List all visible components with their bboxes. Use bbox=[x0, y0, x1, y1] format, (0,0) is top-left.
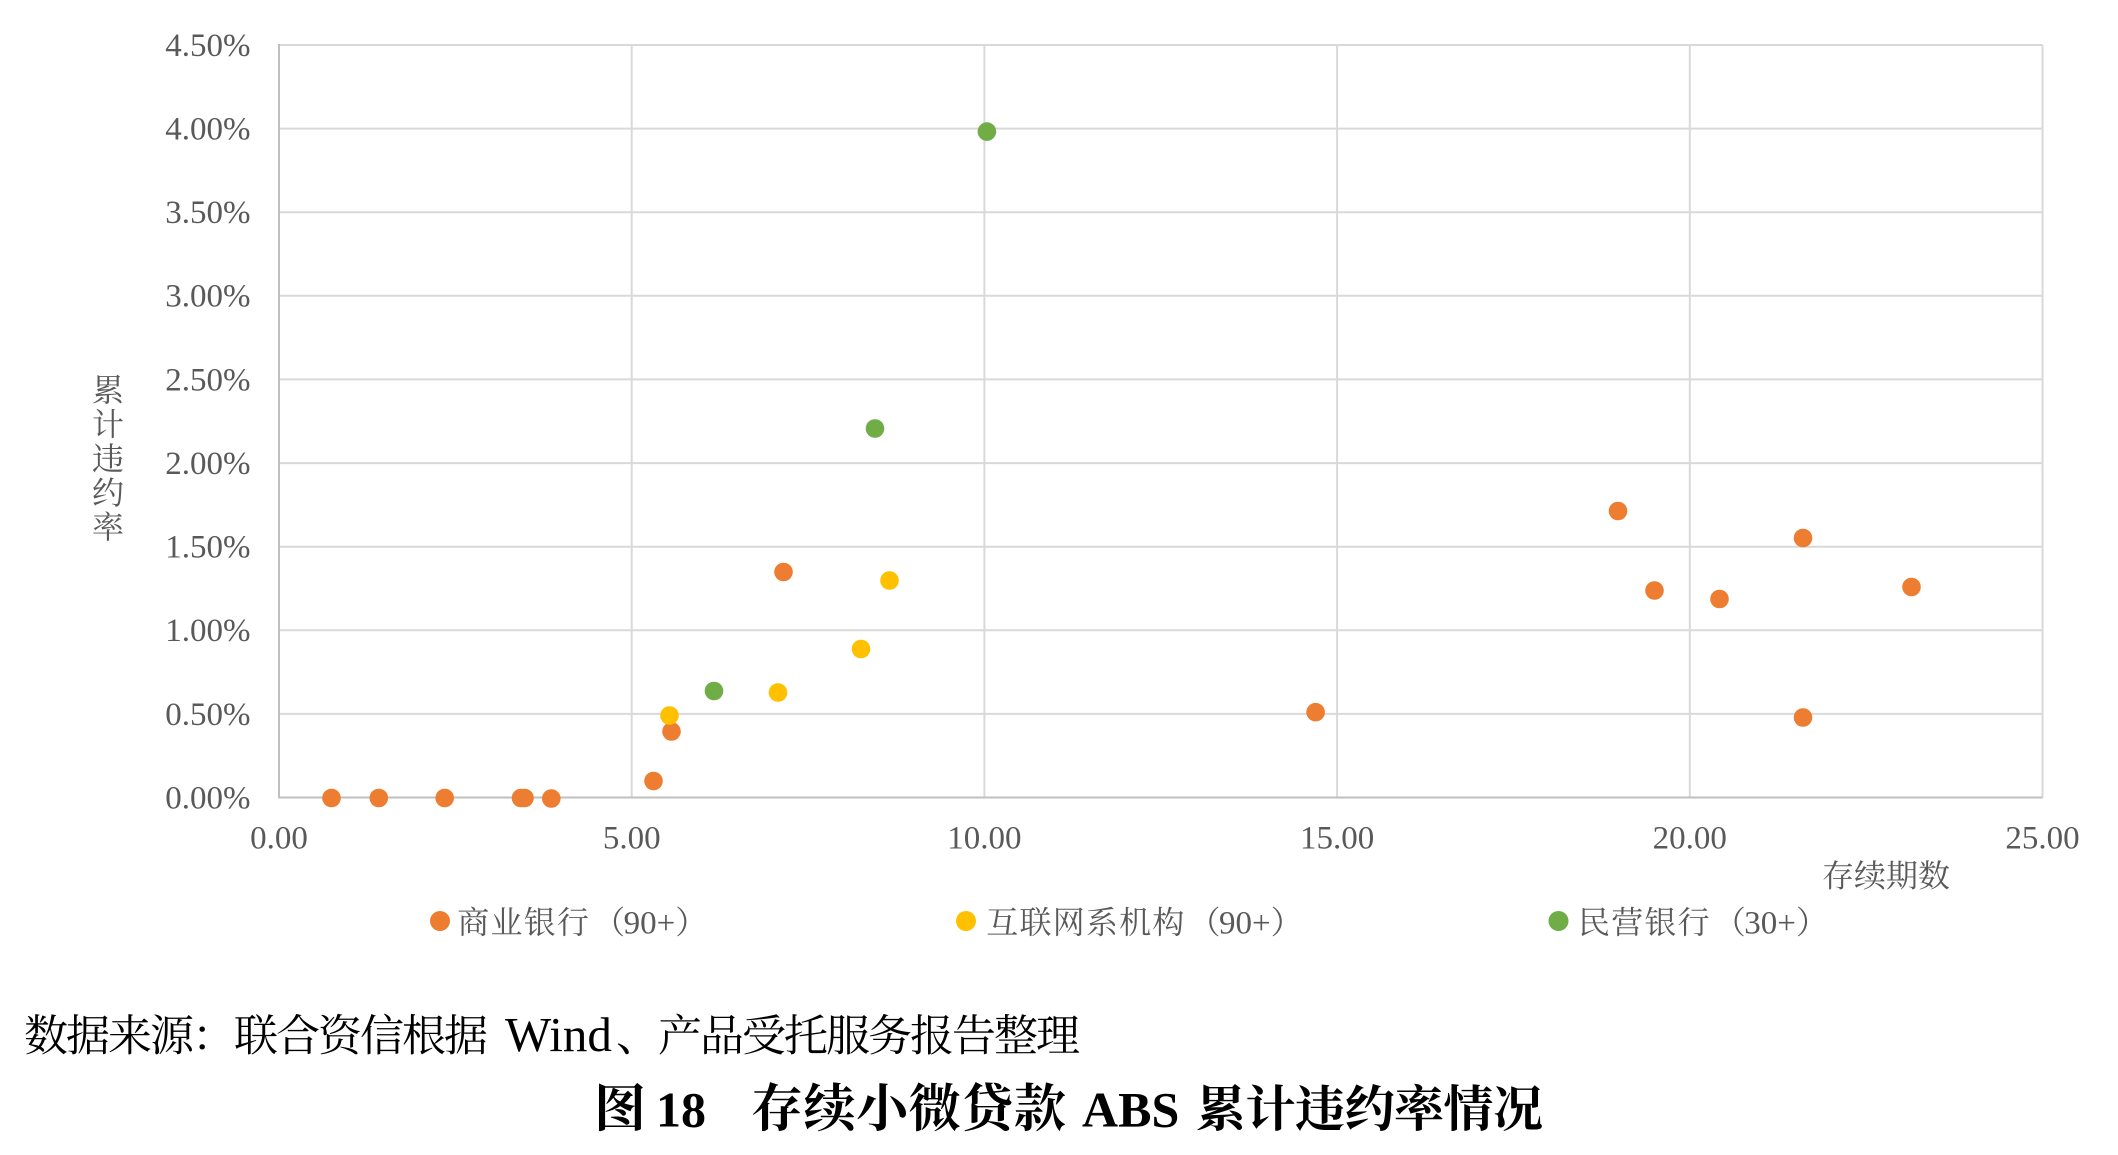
svg-text:10.00: 10.00 bbox=[947, 820, 1021, 856]
svg-text:2.50%: 2.50% bbox=[165, 362, 250, 398]
svg-text:18: 18 bbox=[656, 1082, 706, 1138]
svg-text:15.00: 15.00 bbox=[1300, 820, 1374, 856]
svg-text:25.00: 25.00 bbox=[2005, 820, 2079, 856]
svg-text:20.00: 20.00 bbox=[1653, 820, 1727, 856]
svg-text:90+: 90+ bbox=[1219, 906, 1271, 942]
svg-text:3.00%: 3.00% bbox=[165, 279, 250, 315]
svg-text:Wind: Wind bbox=[505, 1007, 612, 1062]
svg-text:4.50%: 4.50% bbox=[165, 28, 250, 64]
svg-text:4.00%: 4.00% bbox=[165, 112, 250, 148]
svg-text:2.00%: 2.00% bbox=[165, 446, 250, 482]
svg-text:1.50%: 1.50% bbox=[165, 530, 250, 566]
svg-text:ABS: ABS bbox=[1082, 1082, 1179, 1138]
svg-text:0.00%: 0.00% bbox=[165, 780, 250, 816]
svg-text:90+: 90+ bbox=[624, 906, 676, 942]
svg-text:0.00: 0.00 bbox=[250, 820, 308, 856]
svg-text:5.00: 5.00 bbox=[603, 820, 661, 856]
svg-text:30+: 30+ bbox=[1744, 906, 1796, 942]
svg-text:1.00%: 1.00% bbox=[165, 613, 250, 649]
svg-text:0.50%: 0.50% bbox=[165, 697, 250, 733]
svg-text:3.50%: 3.50% bbox=[165, 195, 250, 231]
